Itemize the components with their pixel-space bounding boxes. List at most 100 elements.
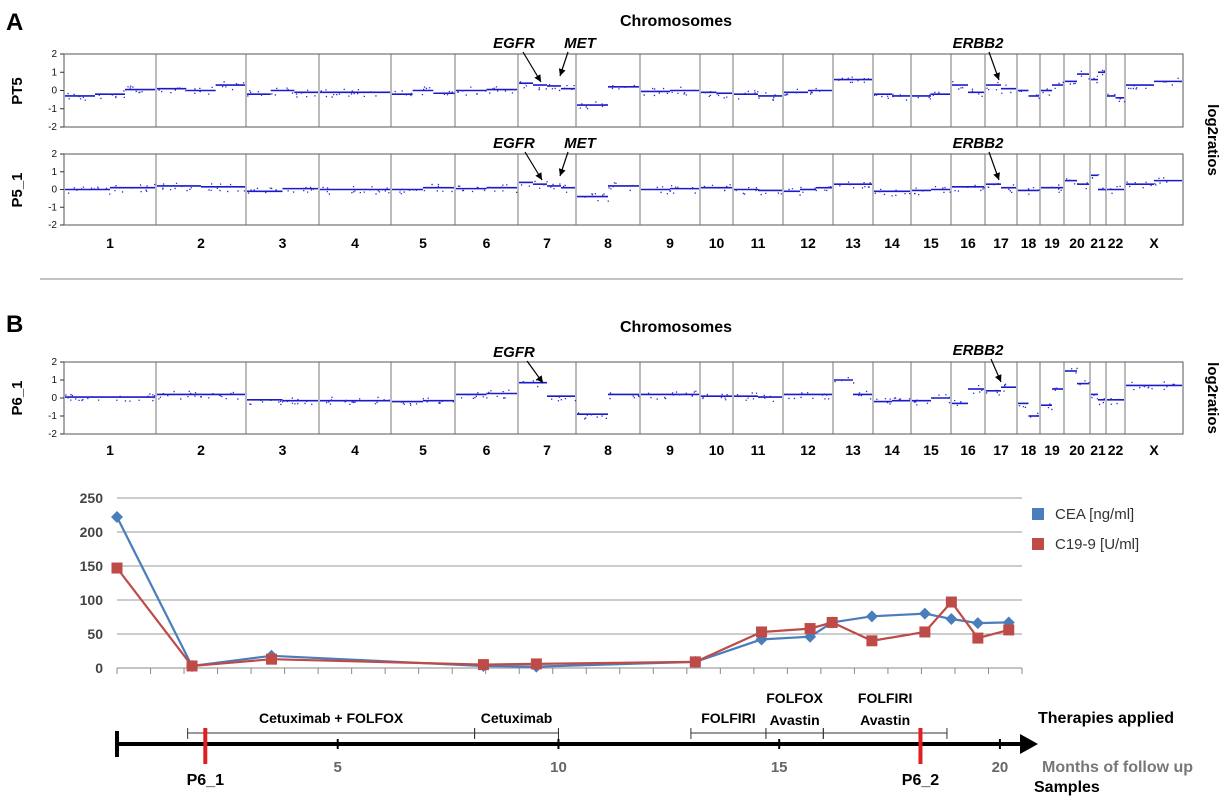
panel-b-chromosome-axis: 1 2 3 4 5 6 7 8 9 10 11 12 13 14 15 16 17 18 19 20 21 22 X (106, 442, 1159, 458)
c19-9-point (866, 635, 878, 647)
y-tick-label: 2 (51, 49, 57, 60)
chromosome-label: 19 (1044, 235, 1060, 251)
row-label-p5-1: P5_1 (9, 172, 26, 207)
therapy-label: FOLFOX (766, 690, 823, 706)
chromosome-label: 22 (1108, 442, 1124, 458)
y-tick-label: 100 (80, 592, 104, 608)
chromosome-label: 1 (106, 442, 114, 458)
annotation-arrow-head (995, 374, 1002, 382)
legend-label: C19-9 [U/ml] (1055, 536, 1139, 553)
y-tick-label: 1 (51, 67, 57, 78)
chromosome-label: 2 (197, 442, 205, 458)
row-label-p6-1: P6_1 (9, 380, 26, 415)
chromosome-label: 3 (279, 442, 287, 458)
chromosome-label: 21 (1090, 235, 1106, 251)
cnv-track-frame (63, 53, 1184, 128)
chromosome-label: 21 (1090, 442, 1106, 458)
months-axis-label: Months of follow up (1042, 759, 1193, 776)
y-tick-label: 0 (51, 185, 57, 196)
row-label-pt5: PT5 (9, 77, 26, 105)
chromosome-label: 5 (419, 442, 427, 458)
annotation-arrow-head (534, 74, 541, 82)
therapies-applied-label: Therapies applied (1038, 710, 1174, 727)
chromosome-label: 12 (800, 235, 816, 251)
chromosome-label: 14 (884, 235, 900, 251)
y-tick-label: 0 (95, 660, 103, 676)
chromosome-label: 1 (106, 235, 114, 251)
gene-label-met: MET (564, 135, 598, 152)
y-tick-label: 0 (51, 86, 57, 97)
legend-swatch (1032, 538, 1044, 550)
y-tick-label: 250 (80, 490, 104, 506)
chromosome-label: 16 (960, 442, 976, 458)
gene-label-erbb2: ERBB2 (953, 135, 1005, 152)
gene-label-erbb2: ERBB2 (953, 342, 1005, 359)
cea-point (111, 511, 123, 524)
chromosome-label: 3 (279, 235, 287, 251)
chromosome-label: 6 (483, 235, 491, 251)
annotation-arrow-head (993, 172, 1000, 180)
y-tick-label: -1 (48, 411, 57, 422)
y-tick-label: 150 (80, 558, 104, 574)
p5-1-cnv-track: 2 1 0 -1 -2 P5_1 (9, 149, 1184, 231)
sample-label: P6_2 (902, 772, 939, 789)
c19-9-point (689, 656, 701, 668)
legend-label: CEA [ng/ml] (1055, 506, 1134, 523)
cnv-track-frame (63, 361, 1184, 435)
chromosome-label: 17 (993, 442, 1009, 458)
chromosome-label: 5 (419, 235, 427, 251)
samples-label: Samples (1034, 779, 1100, 796)
panel-a-annotations: EGFR MET ERBB2 EGFR MET ERBB2 (493, 35, 1005, 181)
y-tick-label: 1 (51, 375, 57, 386)
therapy-label-line2: Avastin (860, 712, 910, 728)
month-tick-label: 10 (550, 759, 567, 776)
chromosome-label: 9 (666, 235, 674, 251)
chromosome-label: 16 (960, 235, 976, 251)
chromosome-label: 11 (751, 442, 766, 458)
chromosome-label: 22 (1108, 235, 1124, 251)
month-tick-label: 5 (334, 759, 342, 776)
annotation-arrow-head (993, 72, 1000, 80)
therapy-label: Cetuximab (481, 710, 553, 726)
chromosome-label: 4 (351, 235, 359, 251)
chromosome-label: 18 (1021, 235, 1037, 251)
y-tick-label: -2 (48, 429, 57, 440)
gene-label-egfr: EGFR (493, 135, 535, 152)
c19-9-point (530, 658, 542, 670)
therapy-label-line2: Avastin (770, 712, 820, 728)
chromosome-label: 8 (604, 442, 612, 458)
chromosome-label: 18 (1021, 442, 1037, 458)
chromosome-label: 10 (709, 442, 725, 458)
c19-9-point (111, 562, 123, 574)
c19-9-point (477, 659, 489, 671)
chromosome-label: 20 (1069, 442, 1085, 458)
chromosome-label: 20 (1069, 235, 1085, 251)
chromosome-label: 17 (993, 235, 1009, 251)
annotation-arrow-head (536, 375, 543, 383)
marker-line-chart: 0 50 100 150 200 250 (80, 490, 1023, 676)
panel-b-annotations: EGFR ERBB2 (493, 342, 1005, 384)
month-tick-label: 15 (771, 759, 788, 776)
pt5-cnv-track: 2 1 0 -1 -2 PT5 (9, 49, 1184, 133)
chromosome-label: 4 (351, 442, 359, 458)
chromosome-label: 10 (709, 235, 725, 251)
chromosome-label: 15 (923, 442, 939, 458)
therapy-timeline: 5 10 15 20 Cetuximab + FOLFOX Cetuximab FOLFIR… (115, 690, 1193, 796)
chromosome-label: 13 (845, 235, 861, 251)
sample-label: P6_1 (187, 772, 224, 789)
panel-b-title: Chromosomes (620, 319, 732, 336)
legend-swatch (1032, 508, 1044, 520)
annotation-arrow-head (535, 172, 542, 180)
therapy-label: Cetuximab + FOLFOX (259, 710, 404, 726)
c19-9-point (756, 626, 768, 638)
c19-9-point (1003, 624, 1015, 636)
chromosome-label: 8 (604, 235, 612, 251)
timeline-arrow-head (1020, 734, 1038, 754)
y-tick-label: 1 (51, 167, 57, 178)
chromosome-label: 11 (751, 235, 766, 251)
cnv-track-frame (63, 153, 1184, 226)
panel-b-letter: B (6, 311, 23, 338)
c19-9-point (919, 626, 931, 638)
panel-a-title: Chromosomes (620, 13, 732, 30)
chromosome-label: 15 (923, 235, 939, 251)
